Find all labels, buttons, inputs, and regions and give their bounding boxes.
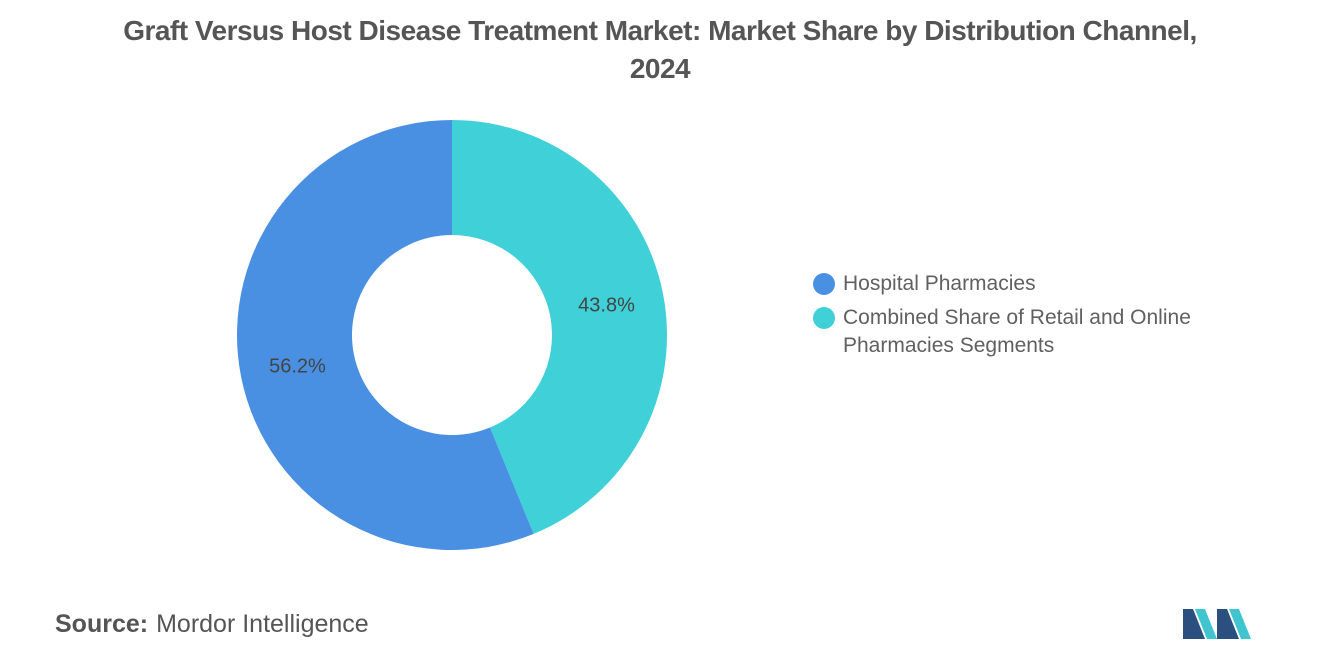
source-label: Source: xyxy=(55,610,149,638)
chart-title: Graft Versus Host Disease Treatment Mark… xyxy=(123,15,1197,84)
mordor-intelligence-logo-icon xyxy=(1183,609,1251,639)
legend-swatch-hospital-pharmacies xyxy=(813,273,835,295)
source-text: Mordor Intelligence xyxy=(156,610,369,638)
legend-item-retail-online-pharmacies: Combined Share of Retail and Online Phar… xyxy=(813,304,1233,360)
legend-label-hospital-pharmacies: Hospital Pharmacies xyxy=(843,272,1036,295)
source-note: Source: Mordor Intelligence xyxy=(55,610,369,639)
slice-hospital-pharmacies xyxy=(237,120,534,550)
legend-label-retail-online-pharmacies: Combined Share of Retail and Online Phar… xyxy=(843,306,1191,357)
slice-retail-online-pharmacies xyxy=(452,120,668,534)
legend-item-hospital-pharmacies: Hospital Pharmacies xyxy=(813,270,1233,298)
data-label-hospital-pharmacies: 56.2% xyxy=(269,355,326,377)
legend-swatch-retail-online-pharmacies xyxy=(813,307,835,329)
legend: Hospital Pharmacies Combined Share of Re… xyxy=(813,270,1233,366)
data-label-retail-online-pharmacies: 43.8% xyxy=(578,295,635,317)
